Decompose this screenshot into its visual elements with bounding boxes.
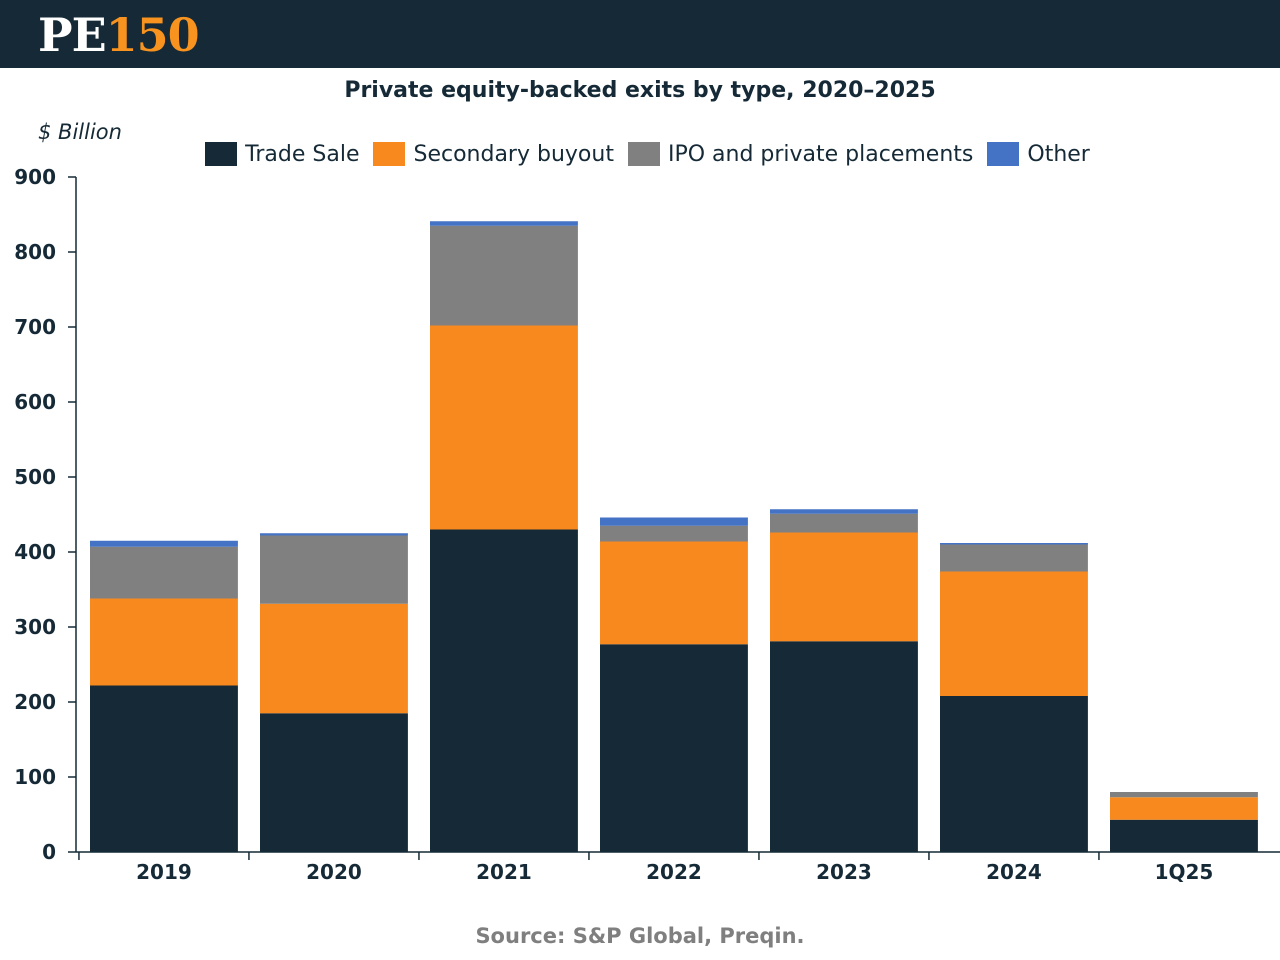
- bar-2022-series-0: [600, 644, 748, 852]
- bar-2020-series-0: [260, 713, 408, 852]
- x-tick-label: 2019: [136, 860, 192, 884]
- bar-2024-series-2: [940, 544, 1088, 572]
- bar-2020-series-2: [260, 535, 408, 604]
- legend-label-ipo: IPO and private placements: [667, 141, 974, 167]
- legend-swatch-other: [987, 142, 1020, 166]
- x-tick-label: 1Q25: [1155, 860, 1214, 884]
- bar-2023-series-0: [770, 641, 918, 852]
- bar-2020-series-1: [260, 603, 408, 714]
- bar-2022-series-1: [600, 541, 748, 645]
- y-tick-label: 800: [14, 240, 56, 264]
- bar-2023-series-1: [770, 532, 918, 642]
- y-tick-label: 700: [14, 315, 56, 339]
- y-tick-label: 600: [14, 390, 56, 414]
- bar-2022-series-2: [600, 525, 748, 542]
- bar-2021-series-3: [430, 221, 578, 226]
- legend-label-secondary-buyout: Secondary buyout: [413, 141, 614, 167]
- bar-2022-series-3: [600, 517, 748, 526]
- source-note: Source: S&P Global, Preqin.: [475, 924, 805, 948]
- pe150-logo: PE150: [38, 6, 200, 64]
- bar-2024-series-1: [940, 571, 1088, 696]
- logo-suffix: 150: [105, 8, 200, 62]
- x-tick-label: 2021: [476, 860, 532, 884]
- legend-item-trade-sale: Trade Sale: [205, 138, 359, 170]
- bar-2023-series-2: [770, 513, 918, 533]
- x-tick-label: 2023: [816, 860, 872, 884]
- legend-swatch-trade-sale: [205, 142, 238, 166]
- y-tick-label: 300: [14, 615, 56, 639]
- bar-2024-series-0: [940, 696, 1088, 852]
- bar-2021-series-2: [430, 225, 578, 326]
- x-tick-label: 2024: [986, 860, 1042, 884]
- legend-label-other: Other: [1027, 141, 1090, 167]
- legend-item-ipo: IPO and private placements: [627, 138, 974, 170]
- bar-2020-series-3: [260, 533, 408, 536]
- y-tick-label: 0: [42, 840, 56, 864]
- y-tick-label: 900: [14, 165, 56, 189]
- legend-swatch-ipo: [627, 142, 660, 166]
- x-tick-label: 2020: [306, 860, 362, 884]
- y-tick-label: 500: [14, 465, 56, 489]
- bar-1q25-series-0: [1110, 819, 1258, 852]
- legend-item-other: Other: [987, 138, 1090, 170]
- y-axis-unit-label: $ Billion: [38, 120, 122, 144]
- bar-2019-series-2: [90, 546, 238, 599]
- logo-prefix: PE: [38, 8, 107, 62]
- y-tick-label: 100: [14, 765, 56, 789]
- chart-title: Private equity-backed exits by type, 202…: [344, 78, 936, 103]
- bar-2019-series-3: [90, 540, 238, 547]
- bar-2019-series-1: [90, 598, 238, 686]
- x-tick-label: 2022: [646, 860, 702, 884]
- legend-swatch-secondary-buyout: [373, 142, 406, 166]
- bar-2024-series-3: [940, 543, 1088, 545]
- legend-item-secondary-buyout: Secondary buyout: [373, 138, 614, 170]
- y-tick-label: 400: [14, 540, 56, 564]
- chart-legend: Trade Sale Secondary buyout IPO and priv…: [0, 138, 1280, 170]
- header-bar: PE150: [0, 0, 1280, 68]
- bar-1q25-series-1: [1110, 797, 1258, 820]
- bar-2021-series-1: [430, 325, 578, 530]
- legend-label-trade-sale: Trade Sale: [245, 141, 360, 167]
- bar-2019-series-0: [90, 685, 238, 852]
- bar-2023-series-3: [770, 509, 918, 514]
- bar-1q25-series-2: [1110, 792, 1258, 798]
- bar-2021-series-0: [430, 529, 578, 852]
- y-tick-label: 200: [14, 690, 56, 714]
